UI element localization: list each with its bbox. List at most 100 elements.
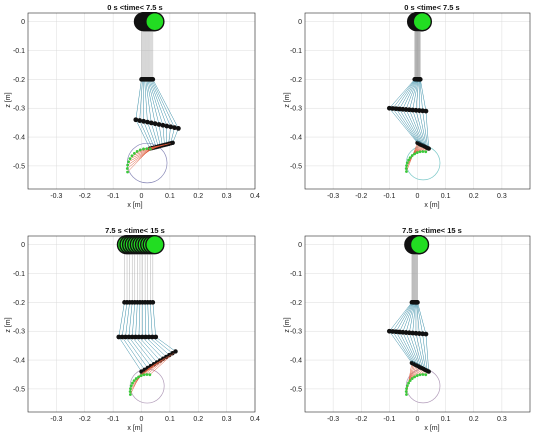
y-tick-label: -0.3 [13, 106, 25, 113]
x-tick-label: 0.3 [497, 416, 507, 423]
y-tick-label: 0 [21, 19, 25, 26]
thigh-line [416, 302, 423, 334]
y-axis-label: z [m] [284, 92, 291, 107]
shank-line [154, 123, 161, 147]
thigh-line [145, 79, 152, 123]
shank-line [121, 336, 145, 370]
foot-marker [405, 170, 408, 173]
foot-marker [142, 373, 146, 377]
y-tick-label: -0.1 [290, 271, 302, 278]
y-tick-label: -0.2 [13, 77, 25, 84]
x-tick-label: -0.1 [383, 193, 395, 200]
thigh-line [389, 79, 415, 109]
thigh-line [395, 79, 416, 109]
x-tick-label: -0.3 [50, 193, 62, 200]
shank-line [145, 336, 167, 358]
y-tick-label: -0.3 [290, 106, 302, 113]
foot-marker [421, 373, 425, 376]
foot-marker [405, 384, 409, 388]
shank-line [422, 333, 428, 371]
x-tick-label: 0.1 [165, 416, 175, 423]
shank-line [151, 122, 159, 147]
ankle-marker [173, 349, 178, 354]
foot-marker [128, 393, 132, 396]
y-tick-label: -0.4 [13, 358, 25, 365]
y-tick-label: -0.5 [290, 386, 302, 393]
panel-title: 7.5 s <time< 15 s [105, 226, 165, 235]
x-tick-label: 0.2 [193, 193, 203, 200]
shank-line [389, 108, 418, 143]
shank-line [128, 336, 151, 367]
foot-marker [410, 377, 414, 380]
panel-top-left: 0 s <time< 7.5 s x [m] z [m] -0.3 -0.2 -0.… [5, 3, 260, 209]
hip-marker [418, 77, 423, 82]
shank-line [392, 108, 419, 144]
foot-marker [132, 151, 136, 155]
foot-marker [129, 387, 132, 391]
thigh-line [125, 302, 130, 338]
foot-marker [410, 154, 414, 157]
shank-line [148, 336, 170, 356]
panel-bottom-left: 7.5 s <time< 15 s x [m] z [m] -0.3 -0.2 -0… [5, 226, 260, 432]
foot-marker [413, 375, 417, 379]
y-tick-label: 0 [298, 19, 302, 26]
y-axis-label: z [m] [5, 92, 12, 107]
knee-marker [141, 118, 146, 124]
foot-marker [424, 373, 428, 377]
x-tick-label: -0.3 [327, 416, 339, 423]
x-tick-label: -0.2 [79, 193, 91, 200]
y-tick-label: -0.2 [290, 77, 302, 84]
y-tick-label: -0.2 [290, 300, 302, 307]
foot-marker [148, 373, 152, 377]
panel-top-right: 0 s <time< 7.5 s x [m] z [m] -0.3 -0.2 -0.… [284, 3, 531, 209]
y-tick-label: -0.5 [290, 163, 302, 170]
foot-marker [130, 154, 134, 158]
knee-marker [149, 334, 155, 340]
y-tick-label: 0 [298, 242, 302, 249]
thigh-line [150, 79, 171, 127]
x-tick-label: 0.3 [497, 193, 507, 200]
thigh-line [149, 79, 168, 127]
thigh-line [420, 79, 427, 112]
foot-marker [413, 152, 417, 156]
foot-marker [128, 390, 132, 393]
panel-title: 0 s <time< 7.5 s [404, 3, 459, 12]
foot-line [150, 142, 173, 150]
x-tick-label: 0.4 [250, 193, 260, 200]
x-axis-label: x [m] [127, 202, 142, 209]
x-tick-label: 0.4 [250, 416, 260, 423]
knee-marker [168, 124, 174, 130]
foot-marker [127, 160, 130, 164]
thigh-line [415, 79, 420, 111]
shank-line [132, 336, 155, 365]
knee-marker [423, 108, 429, 114]
x-axis-label: x [m] [127, 425, 142, 432]
foot-marker [126, 163, 130, 167]
foot-marker [405, 164, 408, 168]
foot-marker [424, 150, 428, 154]
y-tick-label: -0.2 [13, 300, 25, 307]
thigh-line [416, 302, 420, 334]
shank-line [425, 334, 429, 372]
y-axis-label: z [m] [5, 317, 12, 332]
y-tick-label: -0.4 [290, 358, 302, 365]
thigh-line [392, 79, 416, 109]
thigh-line [146, 79, 156, 124]
knee-marker [164, 123, 170, 129]
x-tick-label: -0.3 [50, 416, 62, 423]
thigh-line [399, 302, 414, 333]
body-top-marker [409, 234, 430, 255]
y-axis-label: z [m] [284, 317, 291, 332]
y-tick-label: -0.1 [13, 48, 25, 55]
y-tick-label: -0.5 [13, 386, 25, 393]
x-tick-label: 0.1 [165, 193, 175, 200]
thigh-line [148, 79, 164, 126]
knee-marker [133, 117, 139, 123]
foot-marker [408, 379, 412, 383]
shank-line [422, 110, 428, 149]
foot-marker [421, 150, 425, 153]
x-tick-label: -0.2 [79, 416, 91, 423]
foot-marker [415, 151, 419, 154]
shank-line [135, 119, 151, 149]
